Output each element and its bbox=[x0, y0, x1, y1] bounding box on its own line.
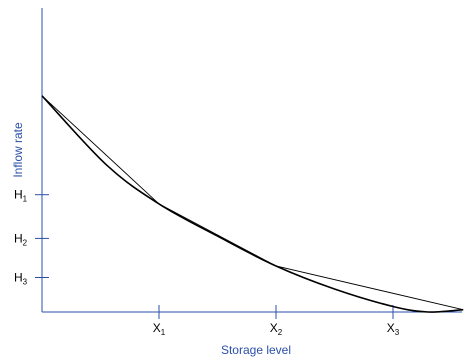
y-tick-label: H3 bbox=[14, 271, 28, 287]
y-tick-label: H2 bbox=[14, 231, 28, 247]
x-tick-label: X3 bbox=[387, 321, 400, 337]
inflow-curve-line bbox=[41, 95, 464, 313]
x-axis-title: Storage level bbox=[221, 343, 291, 357]
y-ticks: H1 H2 H3 bbox=[14, 188, 49, 287]
x-tick-label: X1 bbox=[153, 321, 166, 337]
series-group bbox=[41, 95, 464, 313]
piecewise-linear-line bbox=[41, 95, 464, 311]
y-axis-title: Inflow rate bbox=[11, 122, 25, 178]
x-ticks: X1 X2 X3 bbox=[153, 305, 400, 337]
x-tick-label: X2 bbox=[270, 321, 283, 337]
y-tick-label: H1 bbox=[14, 188, 28, 204]
